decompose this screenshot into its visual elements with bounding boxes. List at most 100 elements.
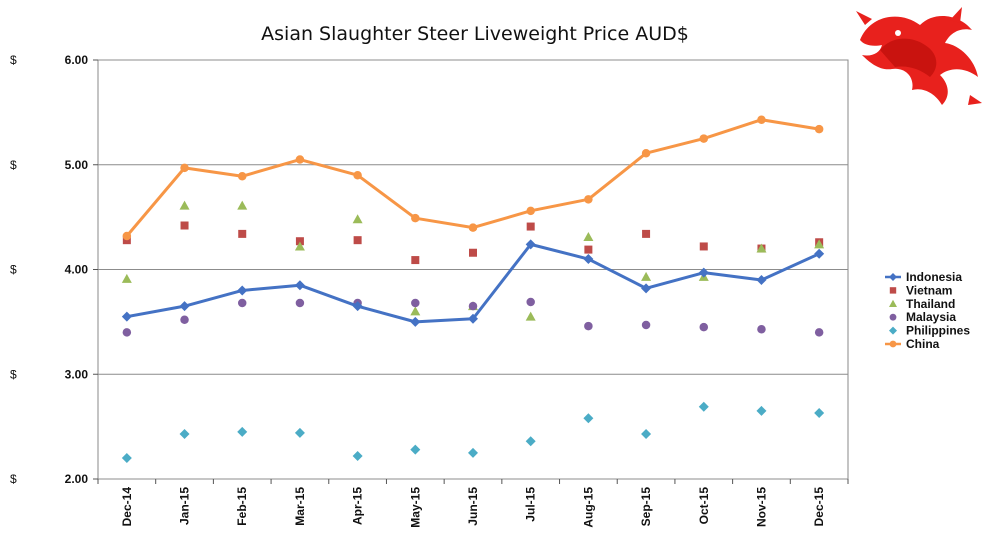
- data-point: [814, 239, 825, 249]
- data-point: [410, 444, 421, 455]
- data-point: [584, 245, 593, 254]
- red-dragon-logo: [856, 7, 982, 106]
- data-point: [469, 248, 477, 257]
- y-tick-label: 4.00: [65, 263, 89, 277]
- data-point: [122, 328, 132, 337]
- data-point: [756, 405, 767, 416]
- legend-marker: [889, 340, 897, 348]
- data-point: [179, 301, 190, 312]
- data-point: [411, 256, 420, 265]
- data-point: [699, 134, 709, 143]
- y-tick-label: 3.00: [65, 367, 89, 381]
- data-point: [641, 148, 651, 158]
- legend-label: Indonesia: [906, 270, 962, 284]
- legend-marker: [889, 313, 897, 321]
- legend-label: Vietnam: [906, 283, 952, 297]
- data-point: [698, 401, 709, 412]
- data-point: [641, 283, 652, 294]
- data-point: [295, 237, 304, 246]
- x-tick-label: Jul-15: [524, 487, 538, 522]
- legend-entry-indonesia: Indonesia: [885, 270, 962, 284]
- y-tick-prefix: $: [10, 263, 17, 277]
- data-point: [526, 206, 535, 216]
- x-tick-label: Mar-15: [293, 487, 307, 526]
- data-point: [699, 242, 708, 251]
- data-point: [641, 271, 652, 281]
- data-point: [352, 450, 363, 461]
- data-point: [353, 170, 362, 180]
- data-point: [814, 124, 824, 134]
- series-china: [122, 115, 824, 241]
- data-point: [237, 426, 248, 437]
- data-point: [641, 320, 651, 330]
- x-tick-label: Dec-14: [120, 487, 134, 527]
- x-tick-label: May-15: [408, 487, 422, 528]
- data-point: [525, 239, 536, 250]
- data-point: [526, 222, 535, 231]
- data-point: [294, 427, 305, 438]
- data-point: [757, 115, 766, 124]
- legend-label: Thailand: [906, 297, 955, 311]
- data-point: [410, 306, 421, 316]
- data-point: [180, 315, 189, 325]
- legend-label: Malaysia: [906, 310, 956, 324]
- data-point: [294, 280, 305, 291]
- data-point: [584, 321, 593, 331]
- legend-marker: [889, 326, 897, 335]
- series-line: [125, 118, 820, 237]
- data-point: [352, 214, 363, 224]
- legend-entry-malaysia: Malaysia: [889, 310, 956, 324]
- legend-label: Philippines: [906, 324, 970, 338]
- legend: IndonesiaVietnamThailandMalaysiaPhilippi…: [885, 270, 970, 351]
- data-point: [121, 273, 132, 283]
- data-point: [526, 297, 535, 307]
- data-point: [122, 231, 132, 241]
- data-point: [814, 408, 825, 419]
- y-tick-label: 2.00: [65, 472, 89, 486]
- data-point: [583, 254, 594, 265]
- data-point: [180, 163, 189, 173]
- data-point: [468, 447, 478, 458]
- data-point: [584, 195, 593, 204]
- data-point: [583, 232, 594, 242]
- gridlines: [97, 59, 849, 480]
- data-point: [698, 267, 709, 278]
- data-point: [237, 172, 247, 181]
- data-point: [642, 229, 651, 238]
- x-tick-label: Feb-15: [235, 487, 249, 526]
- data-point: [295, 298, 305, 308]
- legend-marker: [889, 273, 897, 281]
- data-point: [814, 328, 824, 337]
- data-point: [353, 236, 362, 245]
- data-point: [352, 301, 363, 312]
- y-tick-label: 6.00: [65, 53, 89, 67]
- x-tick-label: Jan-15: [178, 487, 192, 525]
- data-point: [180, 221, 189, 230]
- x-tick-label: Nov-15: [754, 487, 768, 527]
- legend-marker: [889, 299, 897, 307]
- data-point: [468, 223, 478, 232]
- data-point: [179, 200, 190, 210]
- data-point: [411, 213, 420, 223]
- data-point: [814, 248, 825, 259]
- legend-marker: [889, 287, 897, 294]
- data-point: [468, 313, 478, 324]
- y-axis: $2.00 $ 3.00 $ 4.00 $ 5.00 $ 6.00: [10, 53, 98, 486]
- y-tick-label: 5.00: [65, 158, 89, 172]
- data-point: [237, 200, 248, 210]
- legend-entry-china: China: [885, 337, 940, 351]
- x-tick-label: Oct-15: [697, 487, 711, 525]
- y-tick-prefix: $: [10, 367, 17, 381]
- data-series: [121, 115, 825, 464]
- data-point: [410, 316, 421, 327]
- x-tick-label: Apr-15: [351, 487, 365, 525]
- x-tick-label: Dec-15: [812, 487, 826, 527]
- data-point: [121, 453, 132, 464]
- data-point: [179, 428, 190, 439]
- series-indonesia: [121, 239, 825, 327]
- legend-entry-vietnam: Vietnam: [889, 283, 952, 297]
- data-point: [699, 322, 709, 332]
- data-point: [237, 285, 248, 296]
- data-point: [641, 428, 652, 439]
